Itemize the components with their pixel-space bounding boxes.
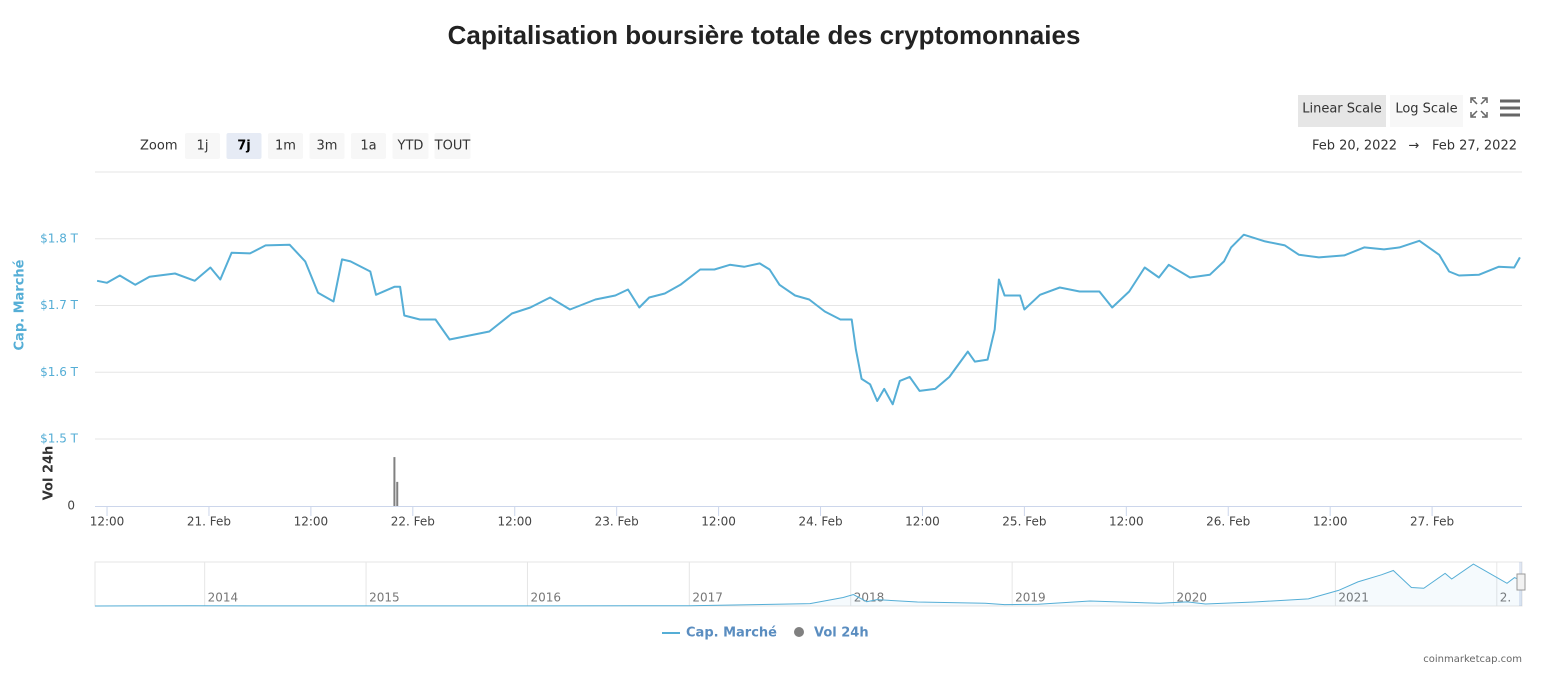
x-tick-label: 26. Feb — [1206, 515, 1250, 529]
x-tick-label: 12:00 — [1313, 515, 1348, 529]
navigator-tick-label: 2020 — [1177, 591, 1208, 605]
zoom-button-label[interactable]: 1a — [360, 139, 376, 154]
legend-label[interactable]: Cap. Marché — [686, 626, 777, 641]
x-tick-label: 12:00 — [294, 515, 329, 529]
scale-button-label[interactable]: Log Scale — [1395, 102, 1457, 117]
chart-title: Capitalisation boursière totale des cryp… — [448, 20, 1081, 50]
y-tick-label: $1.5 T — [40, 432, 79, 446]
volume-bar — [393, 457, 396, 506]
zoom-button-label[interactable]: 7j — [237, 139, 251, 154]
zoom-button-label[interactable]: 3m — [317, 139, 338, 154]
scale-button-label[interactable]: Linear Scale — [1302, 102, 1382, 117]
legend-dot — [794, 627, 804, 637]
menu-icon[interactable] — [1500, 99, 1520, 117]
zoom-label: Zoom — [140, 139, 177, 154]
navigator-line — [94, 563, 1523, 607]
range-from: Feb 20, 2022 — [1312, 139, 1397, 154]
range-to: Feb 27, 2022 — [1432, 139, 1517, 154]
x-tick-label: 12:00 — [905, 515, 940, 529]
navigator-frame — [94, 561, 1523, 607]
x-tick-label: 24. Feb — [798, 515, 842, 529]
zoom-button[interactable] — [434, 133, 471, 159]
navigator-tick-label: 2. — [1500, 591, 1511, 605]
zoom-button[interactable] — [226, 133, 262, 159]
navigator-tick-label: 2021 — [1338, 591, 1369, 605]
x-tick-label: 22. Feb — [391, 515, 435, 529]
navigator-tick-label: 2016 — [530, 591, 561, 605]
x-tick-label: 27. Feb — [1410, 515, 1454, 529]
y-tick-label: $1.7 T — [40, 298, 79, 312]
y2-tick-label: 0 — [67, 499, 75, 513]
zoom-button-label[interactable]: YTD — [397, 139, 424, 154]
y-axis-title: Cap. Marché — [13, 259, 28, 350]
scale-button[interactable] — [1298, 95, 1386, 127]
market-cap-line — [96, 233, 1521, 406]
fullscreen-icon[interactable] — [1470, 97, 1488, 118]
x-tick-label: 12:00 — [497, 515, 532, 529]
zoom-button[interactable] — [185, 133, 220, 159]
scale-button[interactable] — [1390, 95, 1463, 127]
navigator-tick-label: 2018 — [854, 591, 885, 605]
y2-axis-title: Vol 24h — [42, 446, 57, 501]
zoom-button-label[interactable]: 1m — [275, 139, 296, 154]
zoom-button[interactable] — [392, 133, 429, 159]
y-tick-label: $1.6 T — [40, 365, 79, 379]
navigator-tick-label: 2015 — [369, 591, 400, 605]
zoom-button-label[interactable]: 1j — [197, 139, 209, 154]
x-tick-label: 21. Feb — [187, 515, 231, 529]
x-tick-label: 23. Feb — [595, 515, 639, 529]
x-tick-label: 12:00 — [701, 515, 736, 529]
volume-bar — [396, 481, 399, 506]
legend-label[interactable]: Vol 24h — [814, 626, 869, 641]
navigator-area — [95, 564, 1522, 606]
x-tick-label: 12:00 — [1109, 515, 1144, 529]
x-tick-label: 25. Feb — [1002, 515, 1046, 529]
navigator-tick-label: 2014 — [208, 591, 239, 605]
navigator-handle[interactable] — [1516, 573, 1526, 591]
zoom-button[interactable] — [268, 133, 303, 159]
range-separator: → — [1409, 139, 1420, 154]
y-tick-label: $1.8 T — [40, 231, 79, 245]
x-tick-label: 12:00 — [90, 515, 125, 529]
zoom-button[interactable] — [309, 133, 345, 159]
navigator-tick-label: 2017 — [692, 591, 723, 605]
zoom-button-label[interactable]: TOUT — [434, 139, 471, 154]
navigator-tick-label: 2019 — [1015, 591, 1046, 605]
zoom-button[interactable] — [351, 133, 386, 159]
credit[interactable]: coinmarketcap.com — [1423, 654, 1522, 665]
